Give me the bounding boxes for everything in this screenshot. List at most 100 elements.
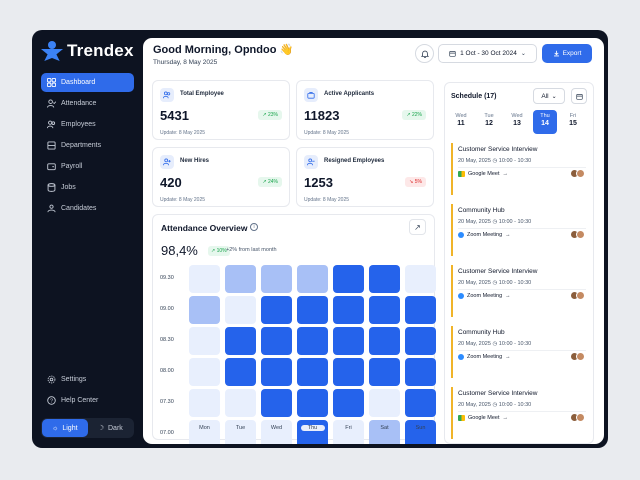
sidebar-item-employees[interactable]: Employees <box>41 115 134 134</box>
heatmap-cell[interactable] <box>333 358 364 386</box>
schedule-day[interactable]: Thu 14 <box>533 110 557 134</box>
arrow-up-right-icon: ↗ <box>414 222 421 232</box>
stat-value: 11823 <box>304 108 340 123</box>
heatmap-cell[interactable] <box>225 327 256 355</box>
event-title: Community Hub <box>458 329 505 336</box>
heatmap-cell[interactable] <box>225 265 256 293</box>
clock-icon: ◷ <box>492 402 498 408</box>
schedule-day[interactable]: Wed 13 <box>505 110 529 134</box>
sidebar-item-jobs[interactable]: Jobs <box>41 178 134 197</box>
stat-title: Total Employee <box>180 91 224 97</box>
heatmap-cell[interactable] <box>261 389 292 417</box>
schedule-event[interactable]: Community Hub 20 May, 2025 ◷ 10:00 - 10:3… <box>451 326 589 378</box>
heatmap-cell[interactable] <box>261 296 292 324</box>
heatmap-cell[interactable] <box>369 389 400 417</box>
schedule-event[interactable]: Community Hub 20 May, 2025 ◷ 10:00 - 10:3… <box>451 204 589 256</box>
event-platform-link[interactable]: Zoom Meeting → <box>458 232 511 238</box>
heatmap-time-label: 08.00 <box>160 368 174 374</box>
sidebar-item-candidates[interactable]: Candidates <box>41 199 134 218</box>
heatmap-cell[interactable] <box>405 296 436 324</box>
event-platform-link[interactable]: Zoom Meeting → <box>458 293 511 299</box>
heatmap-cell[interactable] <box>189 389 220 417</box>
users-icon <box>160 88 174 102</box>
heatmap-cell[interactable] <box>297 420 328 444</box>
heatmap-cell[interactable] <box>369 296 400 324</box>
schedule-day[interactable]: Wed 11 <box>449 110 473 134</box>
heatmap-cell[interactable] <box>405 389 436 417</box>
heatmap-cell[interactable] <box>297 327 328 355</box>
heatmap-cell[interactable] <box>405 420 436 444</box>
schedule-day[interactable]: Fri 15 <box>561 110 585 134</box>
heatmap-cell[interactable] <box>405 327 436 355</box>
google-meet-icon <box>458 171 465 177</box>
heatmap-cell[interactable] <box>369 358 400 386</box>
heatmap-cell[interactable] <box>405 358 436 386</box>
date-range-picker[interactable]: 1 Oct - 30 Oct 2024 ⌄ <box>438 44 537 63</box>
gear-icon <box>47 375 56 384</box>
heatmap-cell[interactable] <box>189 296 220 324</box>
sidebar-item-dashboard[interactable]: Dashboard <box>41 73 134 92</box>
heatmap-cell[interactable] <box>369 327 400 355</box>
heatmap-cell[interactable] <box>261 358 292 386</box>
heatmap-cell[interactable] <box>189 265 220 293</box>
stat-updated: Update: 8 May 2025 <box>304 130 350 136</box>
heatmap-cell[interactable] <box>189 358 220 386</box>
sidebar-nav: Dashboard Attendance Employees Departmen… <box>41 73 134 220</box>
sun-icon: ☼ <box>51 424 59 432</box>
heatmap-cell[interactable] <box>297 296 328 324</box>
arrow-right-icon: → <box>505 232 511 238</box>
heatmap-cell[interactable] <box>405 265 436 293</box>
heatmap-day-label: Thu <box>300 425 325 431</box>
arrow-right-icon: → <box>505 354 511 360</box>
heatmap-cell[interactable] <box>189 327 220 355</box>
app-window: Trendex Dashboard Attendance Employees D… <box>32 30 608 448</box>
heatmap-cell[interactable] <box>225 358 256 386</box>
event-platform-link[interactable]: Google Meet → <box>458 171 508 177</box>
sidebar-item-help-center[interactable]: ? Help Center <box>41 391 134 410</box>
schedule-day[interactable]: Tue 12 <box>477 110 501 134</box>
heatmap-cell[interactable] <box>261 327 292 355</box>
schedule-event[interactable]: Customer Service Interview 20 May, 2025 ◷… <box>451 265 589 317</box>
export-button[interactable]: Export <box>542 44 592 63</box>
sidebar-item-label: Departments <box>61 142 102 149</box>
heatmap-cell[interactable] <box>333 296 364 324</box>
heatmap-cell[interactable] <box>333 265 364 293</box>
wallet-icon <box>47 162 56 171</box>
heatmap-day-label: Fri <box>345 425 352 431</box>
heatmap-cell[interactable] <box>297 358 328 386</box>
event-platform-link[interactable]: Zoom Meeting → <box>458 354 511 360</box>
theme-dark-button[interactable]: ☽ Dark <box>97 424 123 433</box>
heatmap-cell[interactable] <box>333 420 364 444</box>
heatmap-cell[interactable] <box>297 265 328 293</box>
heatmap-cell[interactable] <box>189 420 220 444</box>
heatmap-cell[interactable] <box>297 389 328 417</box>
sidebar-item-settings[interactable]: Settings <box>41 370 134 389</box>
sidebar-item-payroll[interactable]: Payroll <box>41 157 134 176</box>
schedule-event[interactable]: Customer Service Interview 20 May, 2025 ◷… <box>451 387 589 439</box>
heatmap-cell[interactable] <box>333 389 364 417</box>
theme-light-button[interactable]: ☼ Light <box>42 419 88 437</box>
expand-button[interactable]: ↗ <box>409 219 426 235</box>
heatmap-day-label: Sun <box>415 425 426 431</box>
heatmap-cell[interactable] <box>261 420 292 444</box>
heatmap-cell[interactable] <box>369 420 400 444</box>
stat-card-new-hires: New Hires 420 ↗ 24% Update: 8 May 2025 <box>152 147 290 207</box>
info-icon[interactable]: i <box>250 223 258 231</box>
schedule-filter-select[interactable]: All ⌄ <box>533 88 565 104</box>
sidebar-item-attendance[interactable]: Attendance <box>41 94 134 113</box>
heatmap-cell[interactable] <box>225 420 256 444</box>
day-number: 13 <box>513 120 521 127</box>
heatmap-cell[interactable] <box>369 265 400 293</box>
sidebar-item-departments[interactable]: Departments <box>41 136 134 155</box>
heatmap-cell[interactable] <box>333 327 364 355</box>
event-platform-link[interactable]: Google Meet → <box>458 415 508 421</box>
schedule-event[interactable]: Customer Service Interview 20 May, 2025 ◷… <box>451 143 589 195</box>
notification-button[interactable] <box>415 44 434 63</box>
calendar-button[interactable] <box>571 88 587 104</box>
stat-value: 420 <box>160 175 182 190</box>
heatmap-cell[interactable] <box>261 265 292 293</box>
heatmap-cell[interactable] <box>225 296 256 324</box>
heatmap-cell[interactable] <box>225 389 256 417</box>
stat-title: New Hires <box>180 158 210 164</box>
grid-icon <box>47 78 56 87</box>
